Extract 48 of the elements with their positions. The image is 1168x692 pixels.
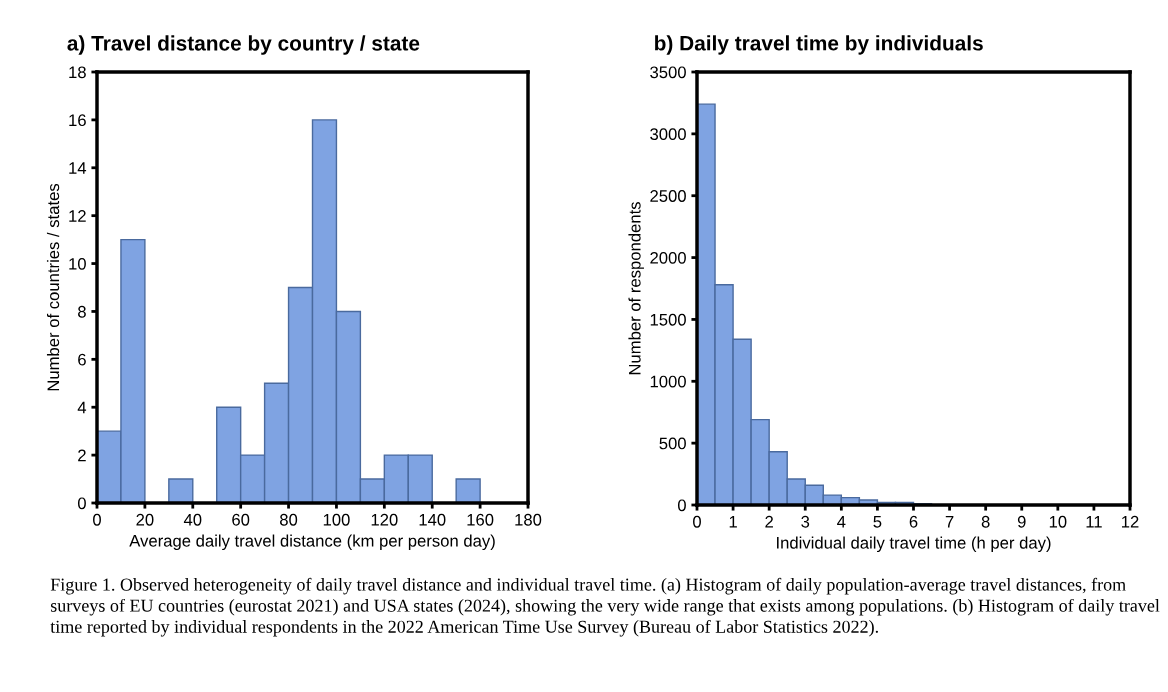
y-tick-label: 6 bbox=[78, 353, 86, 366]
x-tick-label: 9 bbox=[1017, 515, 1026, 528]
y-tick-label: 2500 bbox=[650, 190, 686, 202]
y-tick-label: 4 bbox=[77, 401, 87, 414]
y-tick-label: 2 bbox=[78, 449, 86, 462]
x-tick-label: 12 bbox=[1122, 515, 1139, 528]
y-tick-label: 3000 bbox=[650, 128, 686, 141]
x-tick-label: 100 bbox=[323, 513, 350, 526]
y-tick-label: 14 bbox=[69, 162, 87, 174]
caption: Figure 1. Observed heterogeneity of daily travel distance and individual travel time. (a) Histogram of daily population-average travel distances, from surveys of EU countries (eurostat 2021) and USA states (2024), showing the very wide range that exists among populations. (b) Histogram of daily travel time reported by individual respondents in the 2022 American Time Use Survey (Bureau of Labor Statistics 2022). bbox=[50, 577, 1160, 637]
y-tick-label: 3500 bbox=[650, 66, 686, 79]
x-tick-label: 10 bbox=[1049, 515, 1067, 528]
x-axis-title: Average daily travel distance (km per person day) bbox=[129, 534, 495, 551]
y-axis-title: Number of respondents bbox=[628, 202, 644, 375]
x-tick-label: 5 bbox=[873, 516, 882, 528]
x-tick-label: 2 bbox=[765, 515, 773, 528]
y-tick-label: 0 bbox=[77, 497, 86, 510]
y-tick-label: 2000 bbox=[650, 251, 686, 264]
x-tick-label: 120 bbox=[371, 513, 398, 526]
x-tick-label: 0 bbox=[693, 515, 701, 528]
chart-title: b) Daily travel time by individuals bbox=[655, 35, 983, 55]
x-tick-label: 20 bbox=[136, 513, 154, 526]
y-tick-label: 16 bbox=[69, 114, 86, 127]
x-tick-label: 60 bbox=[232, 513, 250, 526]
y-tick-label: 1500 bbox=[650, 313, 686, 326]
x-tick-label: 160 bbox=[467, 513, 494, 526]
y-axis-title: Number of countries / states bbox=[46, 183, 60, 391]
y-tick-label: 8 bbox=[78, 305, 86, 318]
x-tick-label: 80 bbox=[280, 513, 298, 526]
x-tick-label: 8 bbox=[981, 515, 990, 528]
y-tick-label: 500 bbox=[659, 437, 686, 450]
x-tick-label: 1 bbox=[729, 516, 737, 528]
x-tick-label: 7 bbox=[945, 516, 954, 528]
chart-title: a) Travel distance by country / state bbox=[67, 35, 420, 55]
x-tick-label: 0 bbox=[93, 513, 101, 526]
x-tick-label: 11 bbox=[1086, 516, 1102, 528]
x-tick-label: 6 bbox=[909, 515, 918, 528]
x-tick-label: 180 bbox=[515, 513, 542, 526]
x-tick-label: 40 bbox=[183, 513, 202, 526]
y-tick-label: 12 bbox=[69, 210, 86, 222]
x-tick-label: 4 bbox=[837, 516, 846, 528]
y-tick-label: 0 bbox=[677, 499, 686, 512]
x-axis-title: Individual daily travel time (h per day) bbox=[777, 536, 1051, 553]
y-tick-label: 1000 bbox=[650, 375, 686, 388]
x-tick-label: 140 bbox=[419, 513, 446, 526]
y-tick-label: 18 bbox=[69, 66, 86, 79]
y-tick-label: 10 bbox=[69, 257, 86, 270]
x-tick-label: 3 bbox=[801, 515, 810, 528]
